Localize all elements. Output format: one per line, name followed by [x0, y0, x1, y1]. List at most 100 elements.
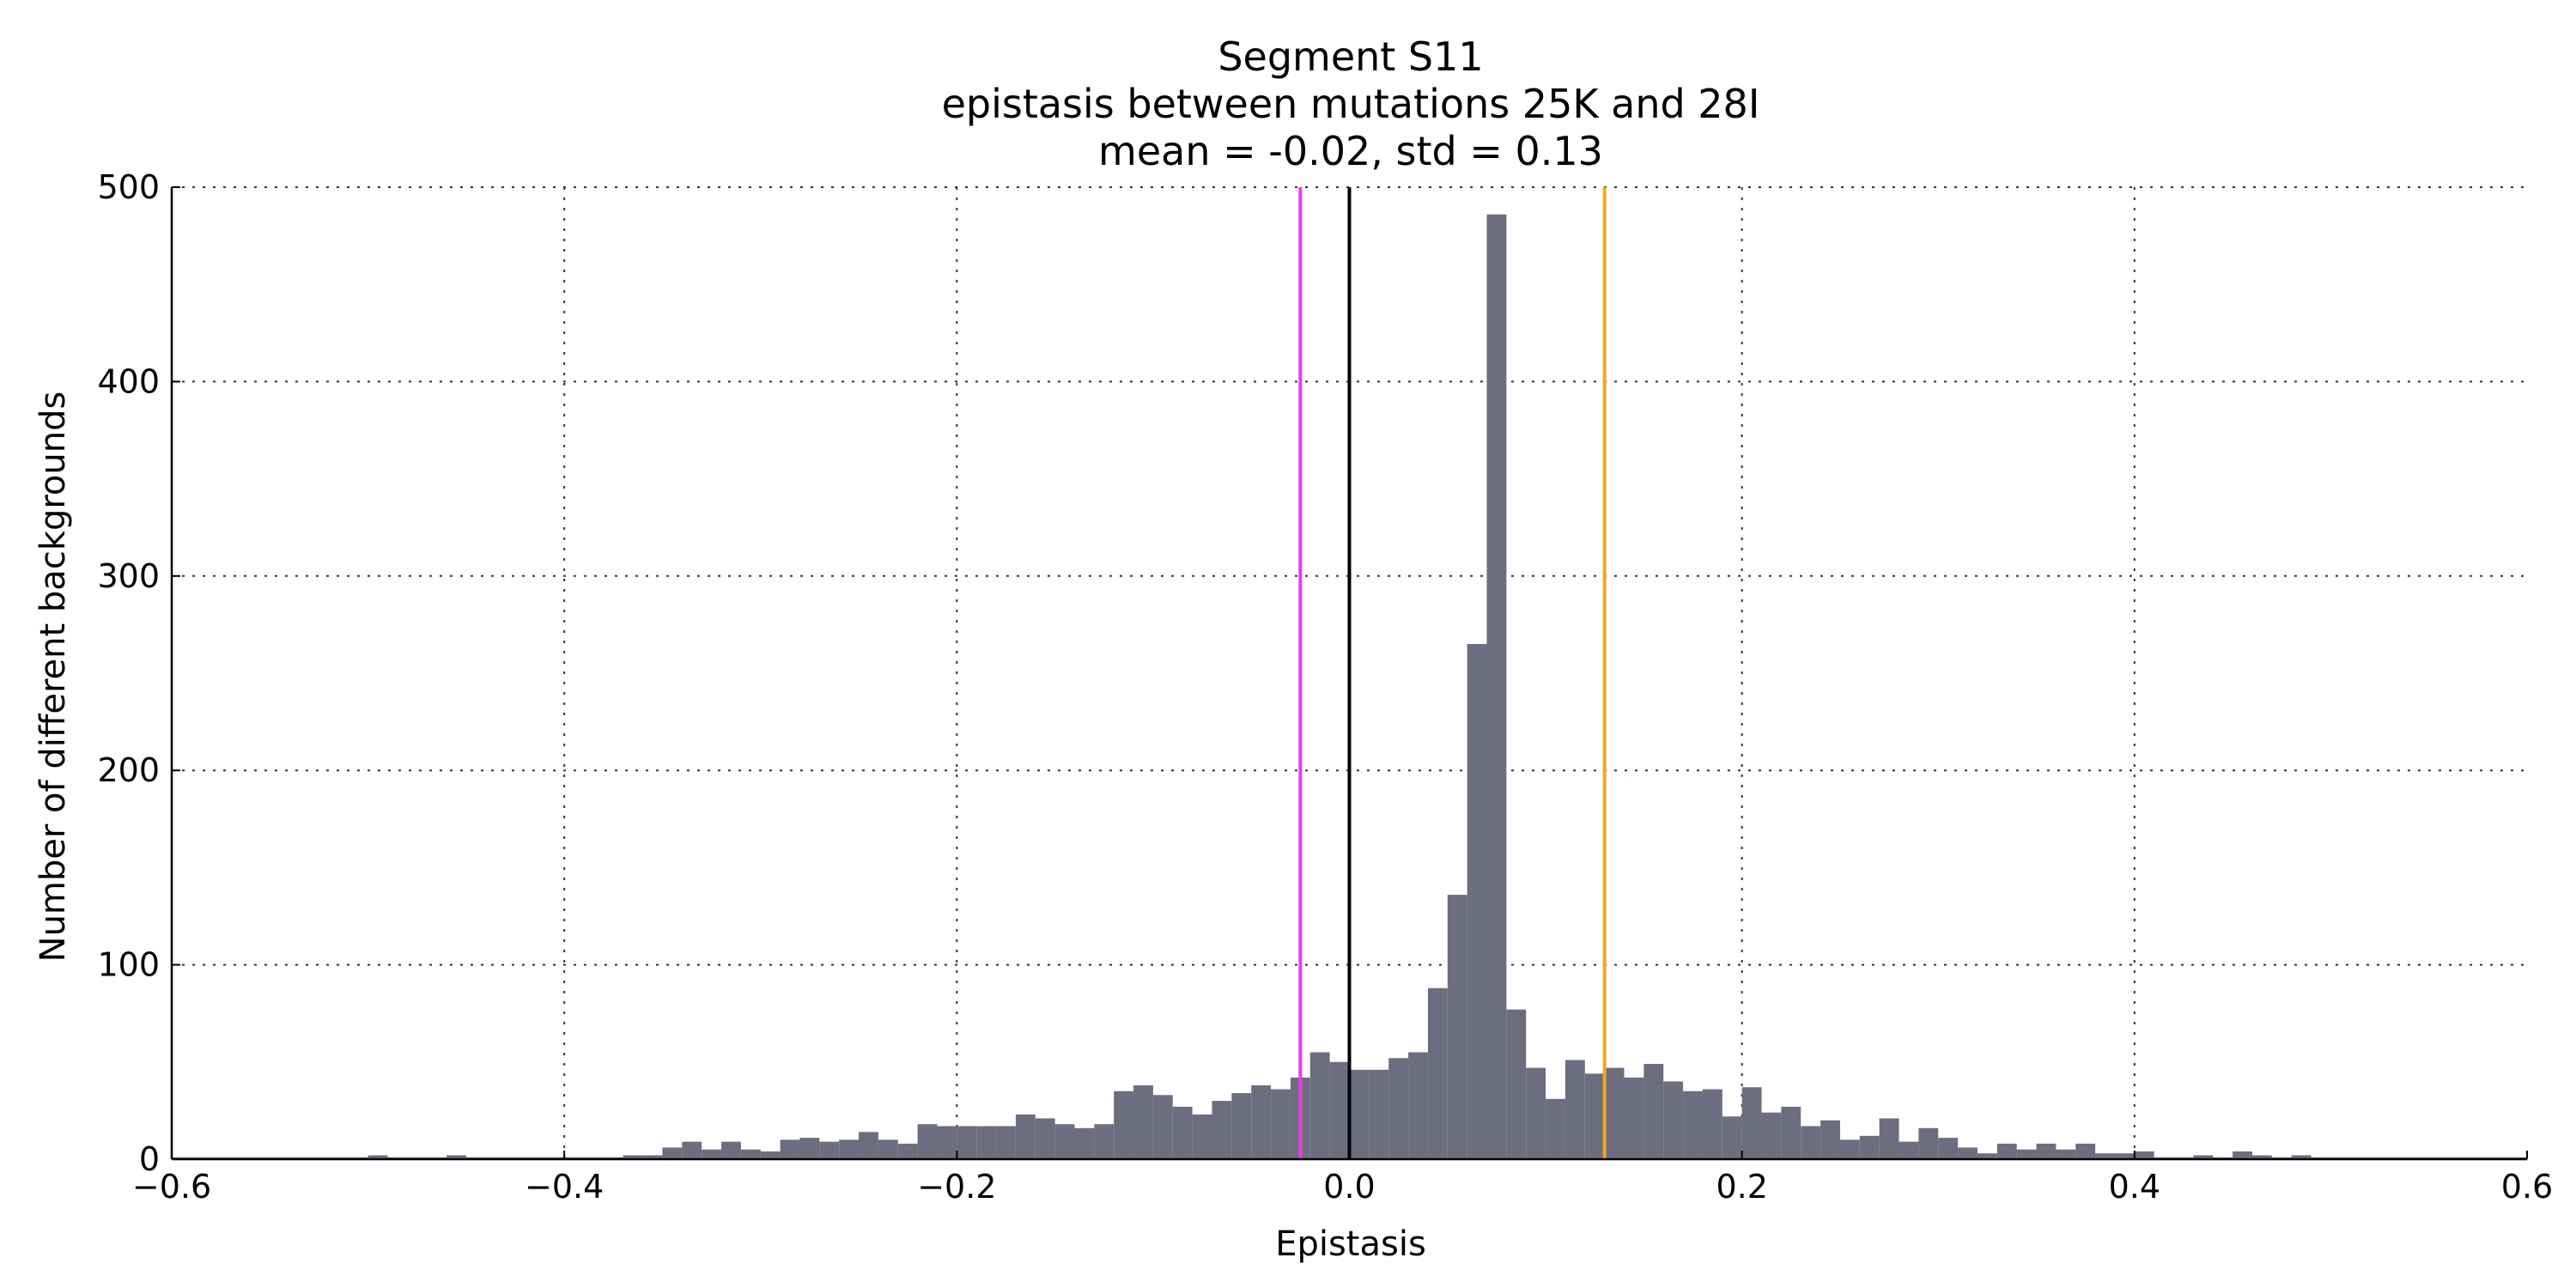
histogram-bar — [1427, 987, 1448, 1159]
histogram-bar — [1899, 1141, 1919, 1159]
histogram-bar — [1741, 1087, 1762, 1159]
histogram-bar — [2193, 1155, 2214, 1159]
histogram-bar — [1781, 1106, 1801, 1159]
histogram-bar — [917, 1124, 938, 1159]
x-tick-label: 0.4 — [2109, 1168, 2160, 1206]
title-line-2: epistasis between mutations 25K and 28I — [942, 81, 1760, 127]
histogram-bar — [957, 1126, 977, 1159]
histogram-bar — [662, 1147, 683, 1159]
histogram-bar — [1918, 1127, 1939, 1159]
histogram-bar — [2056, 1149, 2076, 1159]
histogram-bar — [1408, 1052, 1428, 1159]
histogram-bar — [721, 1141, 741, 1159]
histogram-bar — [1722, 1116, 1742, 1159]
histogram-bar — [1192, 1114, 1212, 1159]
histogram-bar — [859, 1132, 878, 1159]
histogram-bar — [1624, 1077, 1644, 1159]
histogram-bar — [1114, 1091, 1134, 1159]
histogram-bar — [642, 1155, 663, 1159]
histogram-bar — [1015, 1114, 1036, 1159]
histogram-bar — [2251, 1155, 2272, 1159]
histogram-bar — [1054, 1124, 1075, 1159]
histogram-bar — [1447, 895, 1467, 1159]
histogram-bar — [897, 1143, 918, 1159]
histogram-bar — [2233, 1151, 2252, 1159]
histogram-bar — [623, 1155, 643, 1159]
histogram-bar — [2291, 1155, 2312, 1159]
y-axis-label: Number of different backgrounds — [33, 392, 73, 963]
histogram-bar — [368, 1155, 388, 1159]
histogram-bar — [1938, 1138, 1959, 1159]
histogram-bar — [1702, 1089, 1722, 1159]
histogram-bar — [1329, 1061, 1350, 1159]
histogram-bar — [702, 1149, 722, 1159]
histogram-bar — [1801, 1126, 1821, 1159]
histogram-bar — [1663, 1081, 1684, 1159]
histogram-bar — [1958, 1147, 1978, 1159]
histogram-bar — [1369, 1069, 1389, 1159]
y-tick-label: 100 — [97, 946, 160, 984]
x-tick-label: −0.6 — [132, 1168, 211, 1206]
histogram-bar — [2016, 1149, 2037, 1159]
x-axis-label: Epistasis — [1275, 1224, 1426, 1264]
histogram-bar — [1996, 1143, 2017, 1159]
x-tick-label: −0.2 — [917, 1168, 996, 1206]
histogram-bar — [447, 1155, 466, 1159]
histogram-bar — [799, 1138, 820, 1159]
y-tick-label: 200 — [97, 751, 160, 789]
histogram-bar — [1486, 214, 1507, 1159]
histogram-bar — [1251, 1084, 1272, 1159]
y-tick-label: 300 — [97, 557, 160, 595]
reference-lines — [1298, 187, 1607, 1159]
histogram-bar — [1309, 1052, 1330, 1159]
histogram-bar — [976, 1126, 997, 1159]
histogram-bar — [1467, 644, 1487, 1159]
y-axis-ticks: 0 100 200 300 400 500 — [97, 168, 180, 1178]
histogram-bar — [1820, 1120, 1840, 1159]
y-tick-label: 500 — [97, 168, 160, 206]
histogram-bar — [878, 1139, 898, 1159]
histogram-bar — [1564, 1060, 1585, 1159]
histogram-bar — [1152, 1095, 1173, 1159]
histogram-bars — [172, 214, 2527, 1159]
histogram-bar — [1977, 1153, 1997, 1159]
y-tick-label: 400 — [97, 362, 160, 400]
histogram-bar — [1643, 1064, 1664, 1159]
histogram-bar — [1271, 1089, 1291, 1159]
histogram-bar — [996, 1126, 1016, 1159]
histogram-bar — [937, 1126, 957, 1159]
histogram-bar — [1035, 1118, 1055, 1159]
histogram-bar — [839, 1139, 860, 1159]
histogram-bar — [1133, 1084, 1153, 1159]
x-axis-ticks: −0.6 −0.4 −0.2 0.0 0.2 0.4 0.6 — [132, 1151, 2553, 1206]
histogram-bar — [2114, 1153, 2135, 1159]
histogram-bar — [1172, 1106, 1193, 1159]
histogram-bar — [1859, 1135, 1880, 1159]
histogram-bar — [1231, 1093, 1252, 1159]
histogram-bar — [1683, 1091, 1703, 1159]
histogram-bar — [2095, 1153, 2115, 1159]
histogram-bar — [2075, 1143, 2096, 1159]
x-tick-label: 0.2 — [1716, 1168, 1767, 1206]
histogram-bar — [819, 1141, 840, 1159]
histogram-bar — [1212, 1101, 1232, 1159]
histogram-bar — [780, 1139, 800, 1159]
histogram-bar — [1388, 1058, 1409, 1159]
y-tick-label: 0 — [139, 1140, 160, 1178]
histogram-bar — [2036, 1143, 2057, 1159]
title-line-3: mean = -0.02, std = 0.13 — [1098, 128, 1603, 174]
histogram-bar — [1074, 1127, 1095, 1159]
histogram-bar — [1506, 1009, 1527, 1159]
histogram-bar — [1879, 1118, 1899, 1159]
x-tick-label: 0.6 — [2501, 1168, 2553, 1206]
histogram-bar — [760, 1151, 781, 1159]
chart-title: Segment S11 epistasis between mutations … — [942, 33, 1760, 174]
histogram-bar — [1546, 1098, 1565, 1159]
histogram-bar — [740, 1149, 761, 1159]
histogram-bar — [1349, 1069, 1370, 1159]
x-tick-label: 0.0 — [1323, 1168, 1375, 1206]
histogram-bar — [682, 1141, 702, 1159]
histogram-bar — [1839, 1139, 1860, 1159]
title-line-1: Segment S11 — [1218, 33, 1483, 80]
